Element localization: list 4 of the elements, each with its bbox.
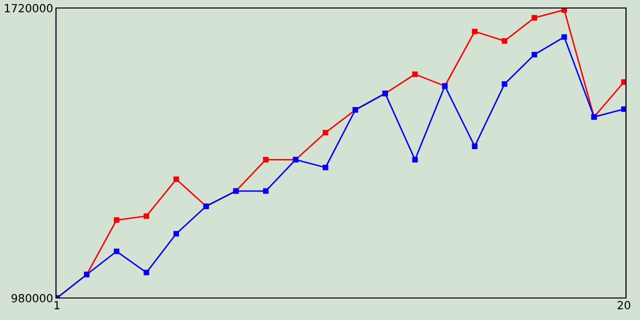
- y-tick-label: 980000: [12, 294, 52, 302]
- x-tick-label: 1: [54, 301, 60, 310]
- y-tick-label: 1720000: [4, 4, 52, 12]
- x-tick-label: 20: [618, 300, 630, 310]
